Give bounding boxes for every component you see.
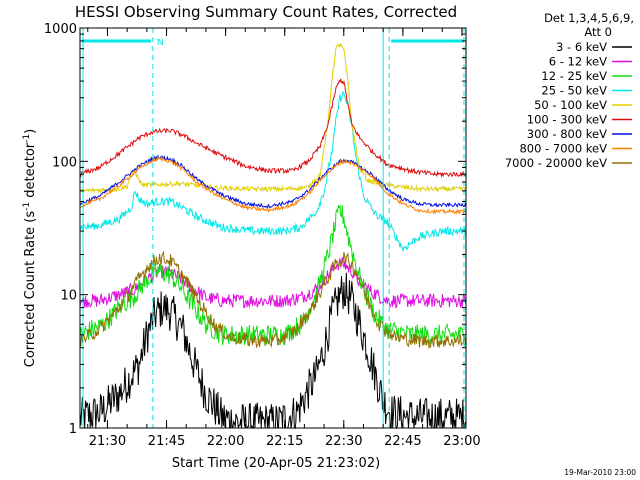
legend-label-50-100kev: 50 - 100 keV (534, 98, 607, 112)
x-tick-label: 22:15 (266, 434, 303, 449)
legend-header-line2: Att 0 (584, 25, 612, 39)
legend-label-12-25kev: 12 - 25 keV (541, 69, 607, 83)
series-layer (79, 42, 467, 430)
legend-label-3-6kev: 3 - 6 keV (556, 40, 607, 54)
legend-label-800-7000kev: 800 - 7000 keV (519, 142, 607, 156)
axes-layer: 1 10 100 1000 21:30 21:45 22:00 22:15 22:30 22:45… (44, 22, 481, 449)
series-line-300-800kev (79, 154, 467, 209)
x-tick-label: 22:00 (207, 434, 244, 449)
x-tick-label: 21:45 (148, 434, 185, 449)
x-tick-label: 23:00 (443, 434, 480, 449)
y-axis-label: Corrected Count Rate (s-1 detector-1) (22, 129, 38, 367)
chart-title: HESSI Observing Summary Count Rates, Cor… (75, 3, 457, 21)
legend-label-100-300kev: 100 - 300 keV (527, 113, 607, 127)
y-tick-label: 1000 (44, 22, 77, 37)
series-line-800-7000kev (79, 156, 467, 215)
legend-label-25-50kev: 25 - 50 keV (541, 84, 607, 98)
x-axis-label: Start Time (20-Apr-05 21:23:02) (172, 456, 380, 471)
legend-label-7000-20000kev: 7000 - 20000 keV (505, 156, 607, 170)
legend-label-300-800kev: 300 - 800 keV (527, 127, 607, 141)
legend-header-line1: Det 1,3,4,5,6,9, (544, 11, 634, 25)
overlay-layer: N (82, 28, 465, 428)
plot-frame (79, 27, 467, 429)
x-tick-label: 22:30 (325, 434, 362, 449)
y-tick-label: 10 (60, 289, 77, 304)
series-line-7000-20000kev (79, 250, 467, 350)
n-flag-label: N (157, 38, 164, 48)
series-line-25-50kev (79, 90, 467, 252)
y-tick-label: 1 (69, 422, 77, 437)
series-line-50-100kev (79, 42, 467, 195)
x-tick-label: 22:45 (384, 434, 421, 449)
date-stamp: 19-Mar-2010 23:00 (564, 468, 636, 477)
x-tick-label: 21:30 (89, 434, 126, 449)
legend-label-6-12kev: 6 - 12 keV (549, 55, 607, 69)
y-tick-label: 100 (52, 155, 77, 170)
series-line-100-300kev (79, 78, 467, 178)
series-line-12-25kev (79, 204, 467, 346)
series-line-3-6kev (79, 272, 467, 430)
